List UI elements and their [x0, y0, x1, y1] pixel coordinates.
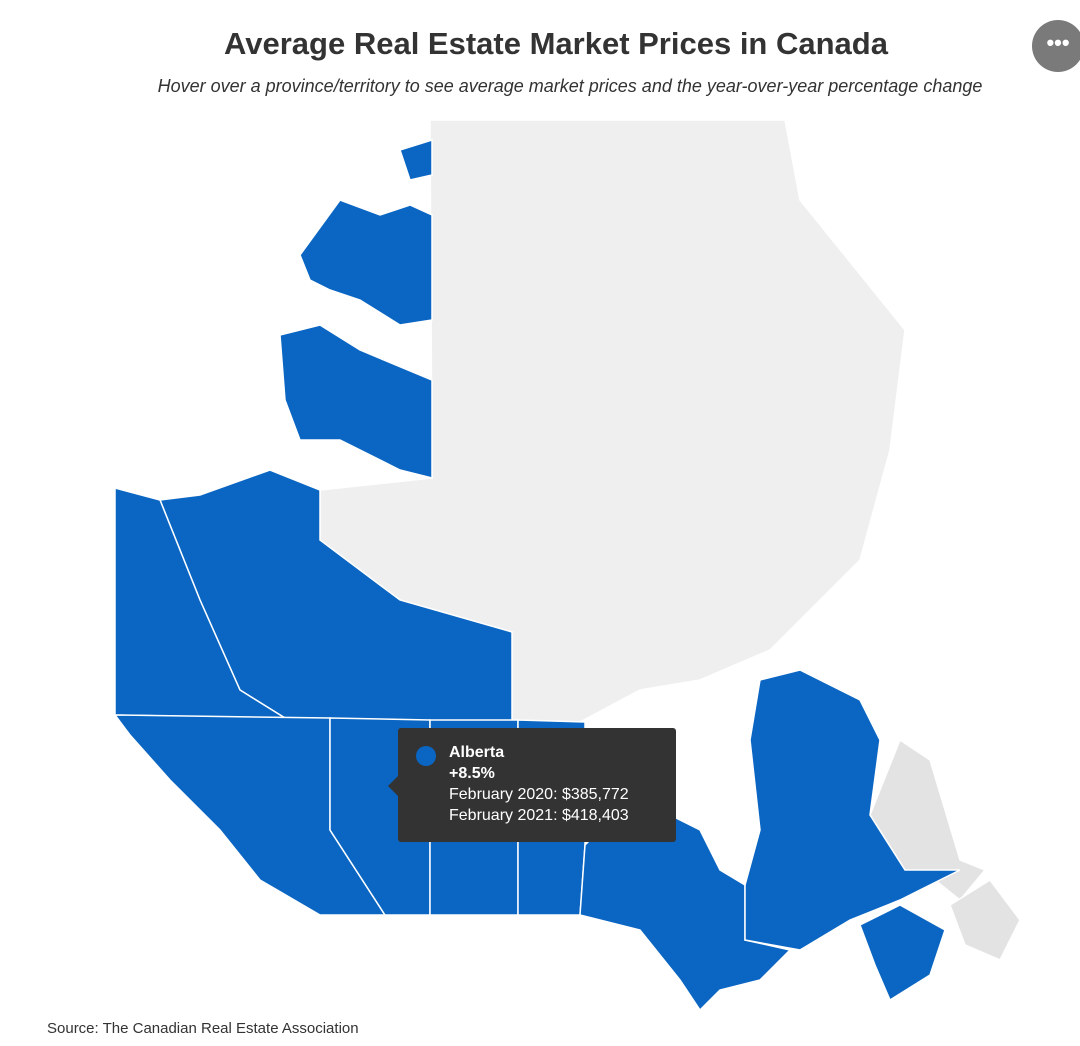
- menu-button[interactable]: •••: [1032, 20, 1080, 72]
- tooltip-region: Alberta: [449, 744, 505, 761]
- tooltip-line: February 2020: $385,772: [449, 786, 629, 803]
- arctic-island-2[interactable]: [279, 324, 433, 479]
- source: Source: The Canadian Real Estate Associa…: [47, 1020, 359, 1037]
- quebec[interactable]: [744, 669, 961, 951]
- maritimes[interactable]: [859, 904, 946, 1002]
- arctic-island-1[interactable]: [299, 199, 433, 326]
- tooltip: Alberta +8.5% February 2020: $385,772 Fe…: [388, 728, 676, 842]
- tooltip-line: February 2021: $418,403: [449, 807, 629, 824]
- arctic-island-3[interactable]: [399, 138, 433, 181]
- newfoundland-island[interactable]: [949, 878, 1021, 961]
- subtitle: Hover over a province/territory to see a…: [157, 76, 983, 96]
- tooltip-change: +8.5%: [449, 765, 495, 782]
- title: Average Real Estate Market Prices in Can…: [224, 26, 888, 61]
- tooltip-marker: [416, 746, 436, 766]
